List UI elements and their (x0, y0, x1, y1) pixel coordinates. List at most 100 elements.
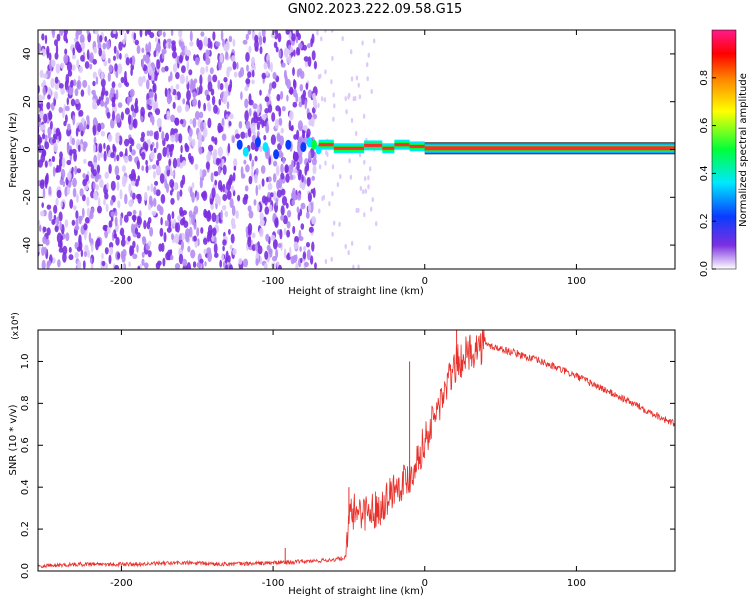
spectrogram-speckle (92, 80, 96, 87)
spectrogram-speckle (69, 90, 72, 96)
spectrogram-speckle (306, 249, 311, 261)
spectrogram-speckle (266, 177, 269, 183)
spectrogram-speckle (286, 78, 291, 90)
spectrogram-speckle (91, 89, 96, 96)
spectrogram-speckle (307, 89, 312, 98)
spectrogram-speckle (60, 62, 65, 69)
spectrogram-speckle (161, 242, 165, 252)
spectrogram-speckle (247, 30, 252, 35)
spectrogram-speckle (125, 147, 128, 159)
colorbar-bar (711, 29, 737, 270)
spectrogram-speckle (247, 71, 252, 78)
spectrogram-speckle (325, 150, 328, 155)
spectrogram-speckle (111, 231, 115, 241)
spectrogram-speckle (305, 211, 310, 219)
spectrogram-speckle (188, 226, 193, 238)
spectrogram-speckle (231, 205, 236, 217)
spectrogram-speckle (75, 127, 79, 137)
spectrogram-speckle (80, 42, 86, 49)
spectrogram-speckle (228, 264, 233, 269)
spectrogram-speckle (70, 80, 74, 88)
spectrogram-speckle (230, 217, 236, 227)
spectrogram-speckle (301, 174, 304, 183)
spectrogram-speckle (302, 130, 306, 139)
spectrogram-speckle (83, 250, 88, 258)
snr-line (38, 330, 675, 569)
spectrogram-speckle (48, 186, 52, 196)
spectrogram-speckle (108, 164, 112, 174)
spectrogram-speckle (168, 42, 171, 49)
spectrogram-speckle (154, 70, 158, 82)
spectrogram-speckle (285, 173, 290, 183)
spectrogram-speckle (348, 158, 351, 164)
spectrogram-speckle (199, 74, 203, 86)
spectrogram-speckle (331, 30, 334, 33)
spectrogram-speckle (280, 163, 284, 174)
spectrogram-speckle (176, 157, 181, 168)
spectrogram-speckle (105, 90, 109, 97)
spectrogram-speckle (134, 101, 138, 108)
spectrogram-y-label: Frequency (Hz) (8, 112, 19, 188)
spectrogram-speckle (146, 221, 151, 230)
spectrogram-speckle (181, 65, 186, 74)
spectrogram-speckle (280, 127, 284, 134)
spectrogram-speckle (199, 111, 204, 119)
spectrogram-speckle (314, 104, 317, 110)
spectrogram-speckle (307, 203, 311, 213)
spectrogram-speckle (264, 96, 270, 103)
spectrogram-speckle (220, 30, 224, 41)
spectrogram-speckle (134, 179, 139, 187)
spectrogram-speckle (128, 137, 134, 145)
spectrogram-speckle (146, 79, 150, 90)
spectrogram-speckle (227, 66, 233, 72)
spectrogram-speckle (48, 52, 52, 61)
spectrogram-speckle (367, 175, 370, 181)
spectrogram-speckle (203, 36, 209, 47)
spectrogram-speckle (361, 40, 364, 46)
spectrogram-speckle (142, 75, 146, 83)
spectrogram-speckle (214, 137, 218, 146)
spectrogram-speckle (113, 45, 117, 55)
spectrogram-speckle (46, 45, 50, 57)
spectrogram-speckle (293, 241, 299, 250)
spectrogram-speckle (311, 216, 317, 225)
spectrogram-speckle (194, 110, 200, 120)
spectrogram-speckle (233, 165, 237, 171)
spectrogram-speckle (212, 74, 218, 83)
line-core (409, 144, 425, 148)
spectrogram-speckle (278, 264, 282, 269)
spectrogram-speckle (194, 57, 200, 66)
spectrogram-speckle (76, 193, 79, 203)
spectrogram-speckle (222, 193, 228, 202)
spectrogram-speckle (286, 221, 291, 229)
spectrogram-speckle (176, 105, 182, 113)
spectrogram-speckle (355, 75, 359, 81)
spectrogram-speckle (201, 169, 207, 178)
spectrogram-speckle (82, 260, 86, 269)
spectrogram-speckle (119, 216, 123, 226)
spectrogram-speckle (143, 220, 147, 230)
colorbar: 0.0 0.2 0.4 0.6 0.8 Normalized spectral ampl… (699, 29, 749, 277)
spectrogram-speckle (141, 58, 144, 69)
spectrogram-speckle (117, 102, 123, 108)
spectrogram-speckle (179, 210, 185, 217)
spectrogram-speckle (191, 182, 195, 189)
spectrogram-speckle (232, 38, 236, 47)
spectrogram-speckle (126, 96, 130, 106)
spectrogram-speckle (104, 171, 110, 179)
spectrogram-speckle (148, 164, 152, 171)
spectrogram-speckle (189, 118, 193, 125)
spectrogram-speckle (178, 30, 183, 39)
spectrogram-speckle (155, 262, 161, 269)
spectrogram-speckle (86, 115, 90, 122)
spectrogram-speckle (172, 157, 178, 169)
spectrogram-speckle (70, 98, 76, 107)
spectrogram-speckle (106, 111, 111, 119)
spectrogram-speckle (59, 221, 62, 231)
spectrogram-speckle (250, 141, 256, 151)
spectrogram-speckle (273, 41, 278, 49)
spectrogram-speckle (288, 54, 292, 64)
spectrogram-speckle (291, 199, 296, 206)
spectrogram-speckle (166, 94, 172, 105)
spectrogram-speckle (244, 98, 249, 109)
